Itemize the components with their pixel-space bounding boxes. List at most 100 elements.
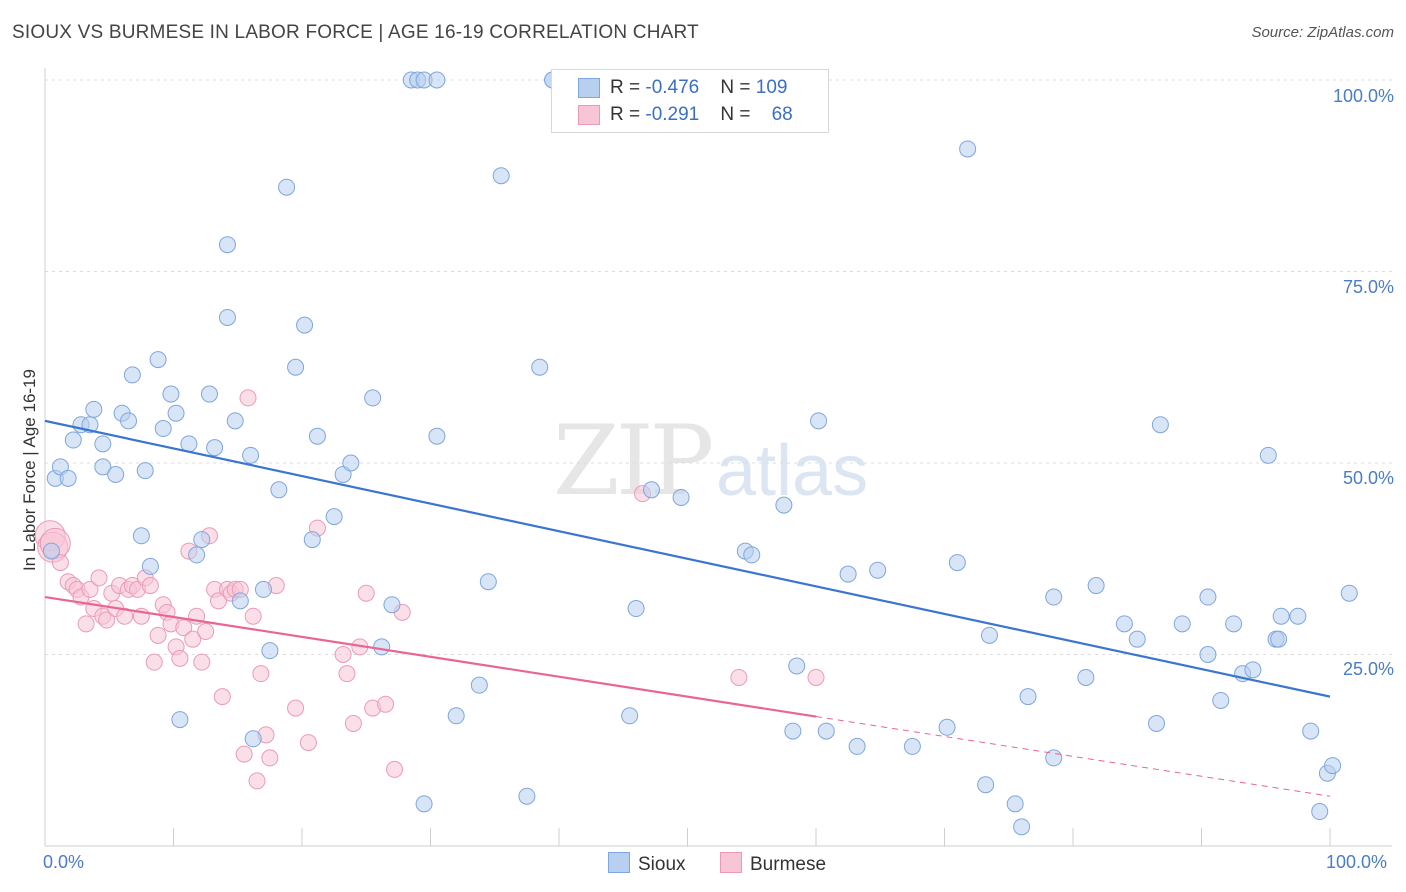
gridlines (45, 79, 1392, 655)
burmese-point (209, 592, 227, 610)
sioux-point (1151, 416, 1169, 434)
sioux-point (373, 638, 391, 656)
bottom-legend-label: Burmese (750, 854, 827, 875)
burmese-point (171, 649, 189, 667)
bottom-legend-burmese: Burmese (720, 852, 826, 876)
sioux-point (788, 657, 806, 675)
sioux-point (107, 465, 125, 483)
chart-title: SIOUX VS BURMESE IN LABOR FORCE | AGE 16… (12, 22, 699, 43)
sioux-point (325, 508, 343, 526)
sioux-point (492, 167, 510, 185)
sioux-point (141, 557, 159, 575)
sioux-point (231, 592, 249, 610)
sioux-point (1148, 714, 1166, 732)
sioux-points (42, 71, 1358, 836)
burmese-point (149, 626, 167, 644)
burmese-point (81, 580, 99, 598)
sioux-point (627, 600, 645, 618)
sioux-point (167, 404, 185, 422)
burmese-point (338, 665, 356, 683)
sioux-point (200, 385, 218, 403)
sioux-point (132, 527, 150, 545)
burmese-point (807, 668, 825, 686)
sioux-point (643, 481, 661, 499)
sioux-point (261, 642, 279, 660)
y-tick-label: 100.0% (1332, 86, 1394, 106)
sioux-point (1115, 615, 1133, 633)
sioux-point (85, 400, 103, 418)
sioux-point (479, 573, 497, 591)
y-tick-label: 25.0% (1342, 659, 1394, 679)
burmese-points (34, 389, 825, 790)
sioux-point (218, 236, 236, 254)
sioux-point (254, 580, 272, 598)
burmese-point (193, 653, 211, 671)
sioux-point (287, 358, 305, 376)
sioux-swatch (608, 852, 630, 873)
sioux-point (415, 795, 433, 813)
axes (44, 68, 1392, 847)
sioux-point (1324, 757, 1342, 775)
sioux-point (784, 722, 802, 740)
sioux-point (1311, 803, 1329, 821)
burmese-point (386, 760, 404, 778)
burmese-point (377, 695, 395, 713)
sioux-point (59, 469, 77, 487)
burmese-point (261, 749, 279, 767)
source-label: Source: ZipAtlas.com (1251, 24, 1394, 41)
burmese-swatch (578, 105, 600, 125)
sioux-point (1272, 607, 1290, 625)
y-axis-label: In Labor Force | Age 16-19 (20, 369, 39, 571)
sioux-point (948, 554, 966, 572)
trend-lines (44, 419, 1331, 797)
burmese-point (235, 745, 253, 763)
sioux-point (218, 308, 236, 326)
sioux-point (42, 542, 60, 560)
sioux-point (848, 737, 866, 755)
sioux-point (226, 412, 244, 430)
sioux-point (303, 531, 321, 549)
sioux-point (94, 435, 112, 453)
sioux-point (242, 446, 260, 464)
sioux-point (428, 71, 446, 89)
burmese-point (357, 584, 375, 602)
sioux-point (342, 454, 360, 472)
burmese-point (197, 623, 215, 641)
sioux-point (531, 358, 549, 376)
sioux-point (977, 776, 995, 794)
sioux-point (1340, 584, 1358, 602)
x-tick-label-max: 100.0% (1326, 852, 1388, 872)
burmese-point (175, 619, 193, 637)
watermark-atlas: atlas (716, 431, 869, 511)
sioux-point (518, 787, 536, 805)
sioux-trend-line (44, 419, 1331, 698)
sioux-point (1013, 818, 1031, 836)
bottom-legend-label: Sioux (638, 854, 686, 875)
sioux-point (1225, 615, 1243, 633)
burmese-point (184, 630, 202, 648)
burmese-point (98, 611, 116, 629)
sioux-point (447, 707, 465, 725)
legend-r-label: R = (610, 104, 646, 125)
sioux-point (149, 351, 167, 369)
sioux-point (869, 561, 887, 579)
sioux-point (959, 140, 977, 158)
sioux-point (1087, 577, 1105, 595)
sioux-point (980, 626, 998, 644)
sioux-point (1289, 607, 1307, 625)
bottom-legend-sioux: Sioux (608, 852, 686, 876)
sioux-point (1173, 615, 1191, 633)
sioux-point (1199, 646, 1217, 663)
sioux-point (672, 488, 690, 506)
burmese-point (287, 699, 305, 717)
burmese-trend-line (44, 595, 817, 718)
legend-r-label: R = (610, 77, 646, 98)
sioux-point (1244, 661, 1262, 679)
sioux-point (64, 431, 82, 449)
sioux-point (817, 722, 835, 740)
burmese-point (248, 772, 266, 790)
legend-n-value: 109 (755, 77, 788, 98)
sioux-point (1212, 691, 1230, 709)
sioux-point (136, 462, 154, 480)
